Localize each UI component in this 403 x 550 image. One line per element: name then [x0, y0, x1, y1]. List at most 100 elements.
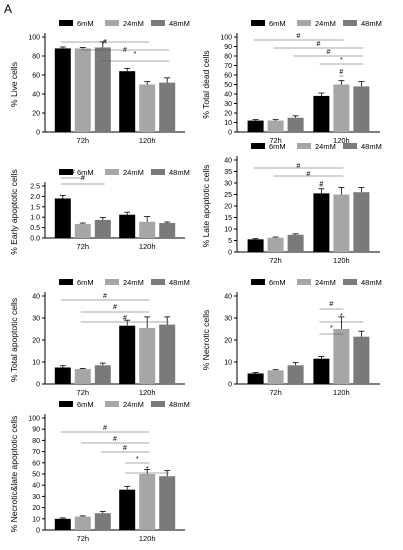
y-axis-label: % Necrotic cells — [201, 310, 211, 370]
y-tick-label: 0 — [228, 382, 232, 389]
bar — [139, 474, 156, 530]
legend-swatch — [343, 279, 357, 285]
y-tick-label: 90 — [224, 44, 232, 51]
y-tick-label: 2.0 — [30, 194, 40, 201]
bar — [94, 513, 111, 530]
bar — [313, 193, 330, 252]
bar — [267, 237, 284, 252]
significance-mark: * — [146, 466, 149, 473]
y-tick-label: 30 — [224, 316, 232, 323]
significance-mark: # — [327, 49, 331, 56]
y-tick-label: 80 — [32, 438, 40, 445]
legend-label: 24mM — [123, 168, 144, 177]
y-tick-label: 90 — [32, 427, 40, 434]
y-tick-label: 60 — [32, 460, 40, 467]
x-tick-label: 72h — [77, 534, 90, 543]
bar — [119, 214, 136, 238]
legend-label: 24mM — [315, 142, 336, 151]
significance-mark: # — [123, 315, 127, 322]
bar — [353, 192, 370, 252]
y-tick-label: 70 — [224, 63, 232, 70]
bar — [287, 234, 304, 252]
legend-label: 48mM — [361, 278, 382, 287]
y-tick-label: 25 — [224, 192, 232, 199]
bar — [54, 367, 71, 384]
legend-swatch — [59, 169, 73, 175]
bar — [74, 516, 91, 530]
y-tick-label: 80 — [224, 54, 232, 61]
significance-mark: # — [339, 69, 343, 76]
y-tick-label: 40 — [32, 483, 40, 490]
legend-label: 24mM — [123, 19, 144, 28]
significance-mark: # — [81, 175, 85, 182]
y-tick-label: 50 — [32, 472, 40, 479]
y-tick-label: 20 — [32, 111, 40, 118]
bar — [159, 476, 176, 530]
y-tick-label: 60 — [224, 73, 232, 80]
y-axis-label: % Necrotic&late apoptotic cells — [9, 416, 19, 533]
legend-swatch — [251, 20, 265, 26]
bar — [94, 365, 111, 384]
chart-panel: 0 5 10 15 20 25 30 35 40 % Late apoptotic cells 72… — [201, 142, 382, 265]
x-tick-label: 72h — [269, 388, 282, 397]
legend-label: 6mM — [77, 19, 94, 28]
legend-swatch — [343, 20, 357, 26]
y-tick-label: 30 — [224, 101, 232, 108]
bar — [54, 198, 71, 238]
significance-mark: # — [319, 181, 323, 188]
legend-swatch — [59, 20, 73, 26]
bar — [333, 84, 350, 132]
significance-mark: # — [297, 163, 301, 170]
bar — [267, 120, 284, 132]
significance-mark: * — [340, 57, 343, 64]
x-tick-label: 120h — [333, 388, 350, 397]
x-tick-label: 120h — [139, 388, 156, 397]
y-tick-label: 40 — [224, 158, 232, 165]
bar — [267, 370, 284, 384]
y-tick-label: 0 — [228, 130, 232, 137]
chart-panel: 0.0 0.5 1.0 1.5 2.0 2.5 % Early apoptotic cell… — [9, 168, 190, 255]
legend-swatch — [59, 401, 73, 407]
bar — [139, 327, 156, 384]
bar — [94, 219, 111, 238]
panel-label: A — [4, 2, 13, 16]
y-tick-label: 20 — [224, 111, 232, 118]
y-tick-label: 80 — [32, 54, 40, 61]
y-tick-label: 20 — [32, 505, 40, 512]
y-tick-label: 0 — [228, 250, 232, 257]
y-tick-label: 30 — [224, 181, 232, 188]
y-axis-label: % Early apoptotic cells — [9, 169, 19, 255]
x-tick-label: 72h — [77, 388, 90, 397]
bar — [74, 369, 91, 384]
legend-swatch — [105, 20, 119, 26]
legend-swatch — [297, 20, 311, 26]
y-tick-label: 0 — [36, 528, 40, 535]
legend-swatch — [297, 279, 311, 285]
y-tick-label: 0 — [36, 382, 40, 389]
significance-mark: # — [71, 169, 75, 176]
y-tick-label: 1.0 — [30, 215, 40, 222]
y-tick-label: 10 — [224, 360, 232, 367]
bar — [139, 84, 156, 132]
x-tick-label: 72h — [269, 256, 282, 265]
y-tick-label: 10 — [32, 360, 40, 367]
y-tick-label: 60 — [32, 73, 40, 80]
legend-label: 48mM — [169, 400, 190, 409]
significance-mark: # — [103, 39, 107, 46]
legend-label: 24mM — [315, 278, 336, 287]
bar — [353, 336, 370, 384]
chart-panel: 0 10 20 30 40 50 60 70 80 90 100 % Total dead cells… — [201, 19, 382, 145]
y-tick-label: 70 — [32, 449, 40, 456]
y-tick-label: 30 — [32, 316, 40, 323]
chart-panel: 0 10 20 30 40 50 60 70 80 90 100 % Necrotic&late ap… — [9, 400, 190, 543]
y-tick-label: 50 — [224, 82, 232, 89]
significance-mark: # — [123, 47, 127, 54]
legend-swatch — [343, 143, 357, 149]
significance-mark: * — [134, 51, 137, 58]
x-tick-label: 120h — [139, 136, 156, 145]
y-tick-label: 40 — [224, 294, 232, 301]
legend-swatch — [151, 169, 165, 175]
bar — [247, 120, 264, 132]
significance-mark: * — [330, 325, 333, 332]
